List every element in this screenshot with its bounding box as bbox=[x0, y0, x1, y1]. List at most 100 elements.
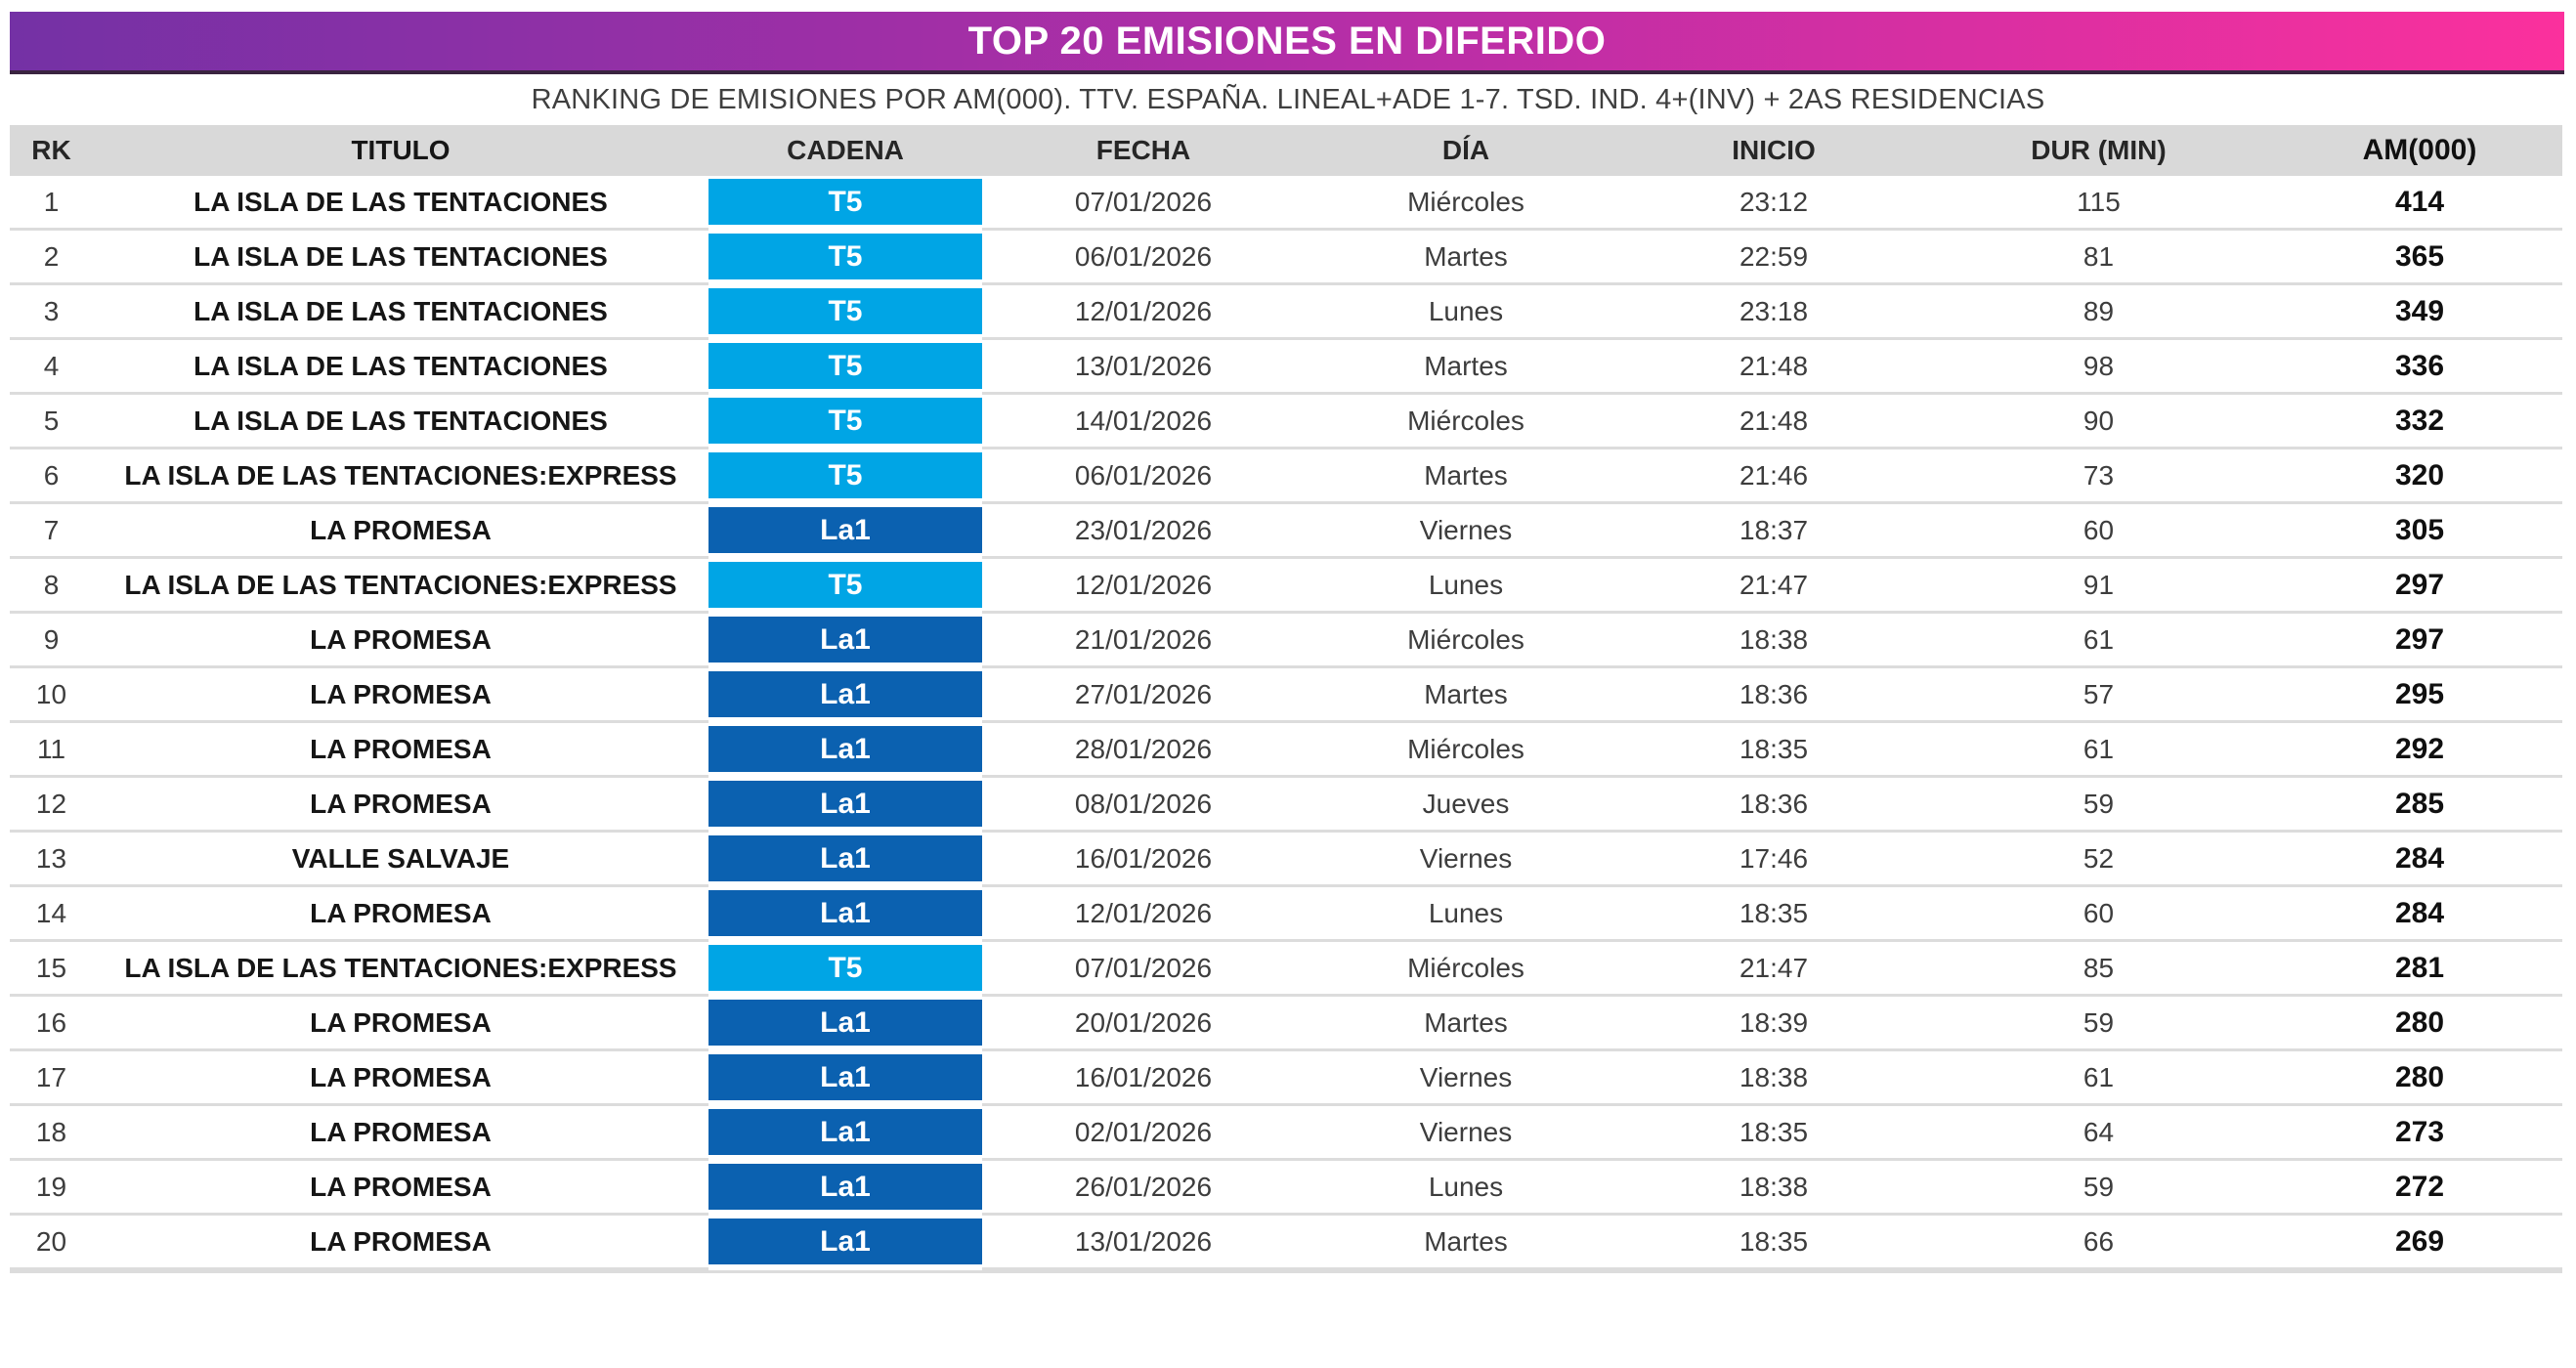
channel-badge-la1: La1 bbox=[708, 1218, 982, 1264]
cell-fecha: 07/01/2026 bbox=[982, 176, 1305, 231]
cell-inicio: 23:12 bbox=[1627, 176, 1920, 231]
channel-badge-la1: La1 bbox=[708, 726, 982, 772]
cell-fecha: 08/01/2026 bbox=[982, 778, 1305, 833]
cell-am: 284 bbox=[2277, 887, 2562, 942]
cell-dur: 91 bbox=[1920, 559, 2277, 614]
table-bottom-border bbox=[10, 1270, 2562, 1273]
cell-dia: Martes bbox=[1305, 449, 1627, 504]
cell-dur: 60 bbox=[1920, 887, 2277, 942]
cell-fecha: 12/01/2026 bbox=[982, 887, 1305, 942]
column-header-dia: DÍA bbox=[1305, 125, 1627, 176]
cell-cadena: La1 bbox=[708, 1051, 982, 1106]
cell-am: 272 bbox=[2277, 1161, 2562, 1216]
cell-dur: 59 bbox=[1920, 1161, 2277, 1216]
cell-inicio: 18:38 bbox=[1627, 1051, 1920, 1106]
cell-cadena: La1 bbox=[708, 668, 982, 723]
cell-inicio: 23:18 bbox=[1627, 285, 1920, 340]
cell-cadena: La1 bbox=[708, 614, 982, 668]
table-row: 5 LA ISLA DE LAS TENTACIONES T5 14/01/2026 M… bbox=[10, 395, 2562, 449]
cell-dur: 57 bbox=[1920, 668, 2277, 723]
cell-rk: 4 bbox=[10, 340, 93, 395]
cell-dur: 115 bbox=[1920, 176, 2277, 231]
channel-badge-la1: La1 bbox=[708, 1164, 982, 1210]
cell-rk: 15 bbox=[10, 942, 93, 997]
cell-cadena: T5 bbox=[708, 231, 982, 285]
cell-cadena: La1 bbox=[708, 887, 982, 942]
cell-fecha: 12/01/2026 bbox=[982, 559, 1305, 614]
cell-fecha: 06/01/2026 bbox=[982, 231, 1305, 285]
cell-titulo: LA ISLA DE LAS TENTACIONES:EXPRESS bbox=[93, 942, 708, 997]
cell-am: 336 bbox=[2277, 340, 2562, 395]
cell-titulo: LA PROMESA bbox=[93, 887, 708, 942]
table-row: 18 LA PROMESA La1 02/01/2026 Viernes 18:35 64 2… bbox=[10, 1106, 2562, 1161]
cell-inicio: 18:35 bbox=[1627, 723, 1920, 778]
cell-fecha: 14/01/2026 bbox=[982, 395, 1305, 449]
table-row: 7 LA PROMESA La1 23/01/2026 Viernes 18:37 60 30… bbox=[10, 504, 2562, 559]
cell-titulo: LA PROMESA bbox=[93, 668, 708, 723]
channel-badge-t5: T5 bbox=[708, 343, 982, 389]
cell-am: 305 bbox=[2277, 504, 2562, 559]
channel-badge-t5: T5 bbox=[708, 179, 982, 225]
cell-dur: 64 bbox=[1920, 1106, 2277, 1161]
cell-am: 285 bbox=[2277, 778, 2562, 833]
table-row: 19 LA PROMESA La1 26/01/2026 Lunes 18:38 59 272 bbox=[10, 1161, 2562, 1216]
cell-dur: 61 bbox=[1920, 1051, 2277, 1106]
table-row: 2 LA ISLA DE LAS TENTACIONES T5 06/01/2026 M… bbox=[10, 231, 2562, 285]
table-row: 8 LA ISLA DE LAS TENTACIONES:EXPRESS T5 12/… bbox=[10, 559, 2562, 614]
cell-dia: Martes bbox=[1305, 340, 1627, 395]
cell-titulo: LA PROMESA bbox=[93, 778, 708, 833]
cell-cadena: La1 bbox=[708, 1106, 982, 1161]
title-banner: TOP 20 EMISIONES EN DIFERIDO bbox=[10, 12, 2564, 74]
cell-inicio: 18:35 bbox=[1627, 887, 1920, 942]
cell-cadena: La1 bbox=[708, 833, 982, 887]
cell-rk: 3 bbox=[10, 285, 93, 340]
cell-fecha: 20/01/2026 bbox=[982, 997, 1305, 1051]
table-header-row: RK TITULO CADENA FECHA DÍA INICIO DUR (MIN) AM(… bbox=[10, 125, 2562, 176]
cell-dur: 90 bbox=[1920, 395, 2277, 449]
cell-cadena: T5 bbox=[708, 340, 982, 395]
cell-fecha: 12/01/2026 bbox=[982, 285, 1305, 340]
cell-inicio: 18:38 bbox=[1627, 614, 1920, 668]
cell-am: 332 bbox=[2277, 395, 2562, 449]
cell-am: 365 bbox=[2277, 231, 2562, 285]
cell-dia: Miércoles bbox=[1305, 395, 1627, 449]
cell-titulo: LA PROMESA bbox=[93, 1051, 708, 1106]
cell-titulo: LA PROMESA bbox=[93, 1161, 708, 1216]
cell-fecha: 27/01/2026 bbox=[982, 668, 1305, 723]
cell-rk: 18 bbox=[10, 1106, 93, 1161]
cell-dia: Lunes bbox=[1305, 1161, 1627, 1216]
cell-dia: Martes bbox=[1305, 668, 1627, 723]
cell-fecha: 16/01/2026 bbox=[982, 1051, 1305, 1106]
column-header-inicio: INICIO bbox=[1627, 125, 1920, 176]
table-body: 1 LA ISLA DE LAS TENTACIONES T5 07/01/2026 M… bbox=[10, 176, 2562, 1270]
cell-dur: 73 bbox=[1920, 449, 2277, 504]
table-row: 17 LA PROMESA La1 16/01/2026 Viernes 18:38 61 2… bbox=[10, 1051, 2562, 1106]
cell-am: 280 bbox=[2277, 997, 2562, 1051]
cell-rk: 13 bbox=[10, 833, 93, 887]
cell-rk: 9 bbox=[10, 614, 93, 668]
channel-badge-t5: T5 bbox=[708, 562, 982, 608]
table-row: 3 LA ISLA DE LAS TENTACIONES T5 12/01/2026 L… bbox=[10, 285, 2562, 340]
channel-badge-la1: La1 bbox=[708, 781, 982, 827]
table-row: 15 LA ISLA DE LAS TENTACIONES:EXPRESS T5 07… bbox=[10, 942, 2562, 997]
cell-titulo: LA ISLA DE LAS TENTACIONES bbox=[93, 340, 708, 395]
table-row: 14 LA PROMESA La1 12/01/2026 Lunes 18:35 60 284 bbox=[10, 887, 2562, 942]
cell-fecha: 07/01/2026 bbox=[982, 942, 1305, 997]
cell-inicio: 21:48 bbox=[1627, 340, 1920, 395]
channel-badge-t5: T5 bbox=[708, 398, 982, 444]
channel-badge-la1: La1 bbox=[708, 1000, 982, 1046]
cell-inicio: 18:39 bbox=[1627, 997, 1920, 1051]
cell-cadena: La1 bbox=[708, 723, 982, 778]
cell-titulo: LA ISLA DE LAS TENTACIONES bbox=[93, 176, 708, 231]
cell-titulo: LA PROMESA bbox=[93, 723, 708, 778]
cell-fecha: 28/01/2026 bbox=[982, 723, 1305, 778]
cell-dur: 59 bbox=[1920, 778, 2277, 833]
table-row: 1 LA ISLA DE LAS TENTACIONES T5 07/01/2026 M… bbox=[10, 176, 2562, 231]
column-header-rk: RK bbox=[10, 125, 93, 176]
channel-badge-la1: La1 bbox=[708, 890, 982, 936]
cell-dia: Jueves bbox=[1305, 778, 1627, 833]
cell-am: 349 bbox=[2277, 285, 2562, 340]
cell-dia: Miércoles bbox=[1305, 614, 1627, 668]
cell-am: 414 bbox=[2277, 176, 2562, 231]
channel-badge-la1: La1 bbox=[708, 1054, 982, 1100]
